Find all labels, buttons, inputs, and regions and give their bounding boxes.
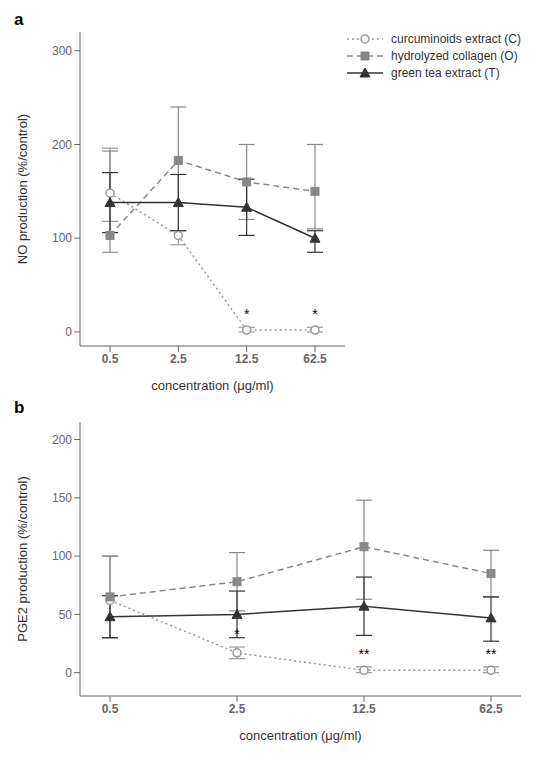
svg-text:**: ** xyxy=(359,646,370,662)
html-text:hydrolyzed collagen (O): hydrolyzed collagen (O) xyxy=(391,49,518,63)
html-text:a: a xyxy=(14,10,24,29)
svg-text:12.5: 12.5 xyxy=(352,702,376,716)
svg-text:200: 200 xyxy=(52,433,72,447)
svg-text:**: ** xyxy=(486,646,497,662)
svg-text:100: 100 xyxy=(52,549,72,563)
svg-text:62.5: 62.5 xyxy=(303,352,327,366)
svg-text:0: 0 xyxy=(65,666,72,680)
svg-text:200: 200 xyxy=(52,138,72,152)
svg-text:*: * xyxy=(234,626,240,642)
svg-text:0: 0 xyxy=(65,325,72,339)
svg-text:NO production (%/control): NO production (%/control) xyxy=(15,114,30,264)
svg-text:2.5: 2.5 xyxy=(170,352,187,366)
svg-text:150: 150 xyxy=(52,491,72,505)
svg-text:concentration (μg/ml): concentration (μg/ml) xyxy=(151,378,273,393)
svg-text:PGE2 production (%/control): PGE2 production (%/control) xyxy=(15,476,30,641)
svg-text:*: * xyxy=(312,306,318,322)
svg-text:12.5: 12.5 xyxy=(235,352,259,366)
html-text:curcuminoids extract (C): curcuminoids extract (C) xyxy=(391,32,521,46)
svg-text:100: 100 xyxy=(52,231,72,245)
svg-text:2.5: 2.5 xyxy=(229,702,246,716)
svg-text:0.5: 0.5 xyxy=(102,702,119,716)
html-text:b: b xyxy=(14,398,25,417)
svg-text:concentration (μg/ml): concentration (μg/ml) xyxy=(239,728,361,743)
svg-text:62.5: 62.5 xyxy=(479,702,503,716)
svg-text:300: 300 xyxy=(52,44,72,58)
html-text:green tea extract (T): green tea extract (T) xyxy=(391,66,500,80)
svg-text:0.5: 0.5 xyxy=(102,352,119,366)
svg-text:50: 50 xyxy=(59,608,73,622)
svg-text:*: * xyxy=(244,306,250,322)
